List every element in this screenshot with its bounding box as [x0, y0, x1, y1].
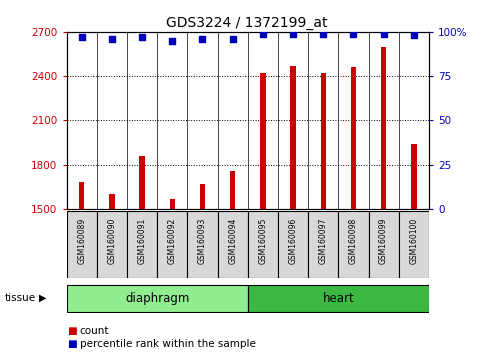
- Text: GSM160098: GSM160098: [349, 218, 358, 264]
- Text: ▶: ▶: [39, 293, 47, 303]
- Text: GDS3224 / 1372199_at: GDS3224 / 1372199_at: [166, 16, 327, 30]
- Bar: [200, 184, 205, 354]
- Point: [380, 31, 387, 36]
- Bar: [308, 211, 338, 278]
- Text: GSM160100: GSM160100: [409, 218, 419, 264]
- Bar: [399, 211, 429, 278]
- Bar: [411, 144, 417, 354]
- Bar: [109, 194, 114, 354]
- Point: [259, 31, 267, 36]
- Bar: [381, 47, 387, 354]
- Text: GSM160092: GSM160092: [168, 218, 177, 264]
- Point: [229, 36, 237, 42]
- Bar: [230, 171, 235, 354]
- Bar: [127, 211, 157, 278]
- Bar: [79, 182, 84, 354]
- Bar: [97, 211, 127, 278]
- Bar: [187, 211, 217, 278]
- Text: diaphragm: diaphragm: [125, 292, 189, 305]
- Text: GSM160093: GSM160093: [198, 218, 207, 264]
- Text: tissue: tissue: [5, 293, 36, 303]
- Point: [108, 36, 116, 42]
- Bar: [351, 67, 356, 354]
- Text: count: count: [80, 326, 109, 336]
- Point: [350, 31, 357, 36]
- Text: GSM160091: GSM160091: [138, 218, 146, 264]
- Bar: [67, 211, 97, 278]
- Text: GSM160094: GSM160094: [228, 218, 237, 264]
- Bar: [278, 211, 308, 278]
- Point: [319, 31, 327, 36]
- Text: GSM160095: GSM160095: [258, 218, 267, 264]
- Bar: [290, 66, 296, 354]
- Point: [289, 31, 297, 36]
- Point: [199, 36, 207, 42]
- Text: percentile rank within the sample: percentile rank within the sample: [80, 339, 256, 349]
- Bar: [170, 199, 175, 354]
- Text: GSM160089: GSM160089: [77, 218, 86, 264]
- Text: GSM160090: GSM160090: [107, 218, 116, 264]
- Text: ■: ■: [67, 326, 76, 336]
- Point: [138, 34, 146, 40]
- Text: ■: ■: [67, 339, 76, 349]
- Bar: [338, 211, 368, 278]
- Bar: [157, 211, 187, 278]
- Point: [78, 34, 86, 40]
- Bar: [368, 211, 399, 278]
- Text: heart: heart: [322, 292, 354, 305]
- Bar: [320, 73, 326, 354]
- Text: GSM160097: GSM160097: [318, 218, 328, 264]
- Text: GSM160099: GSM160099: [379, 218, 388, 264]
- Bar: [248, 285, 429, 312]
- Bar: [217, 211, 247, 278]
- Point: [410, 33, 418, 38]
- Text: GSM160096: GSM160096: [288, 218, 298, 264]
- Point: [168, 38, 176, 44]
- Bar: [248, 211, 278, 278]
- Bar: [67, 285, 248, 312]
- Bar: [140, 156, 145, 354]
- Bar: [260, 73, 266, 354]
